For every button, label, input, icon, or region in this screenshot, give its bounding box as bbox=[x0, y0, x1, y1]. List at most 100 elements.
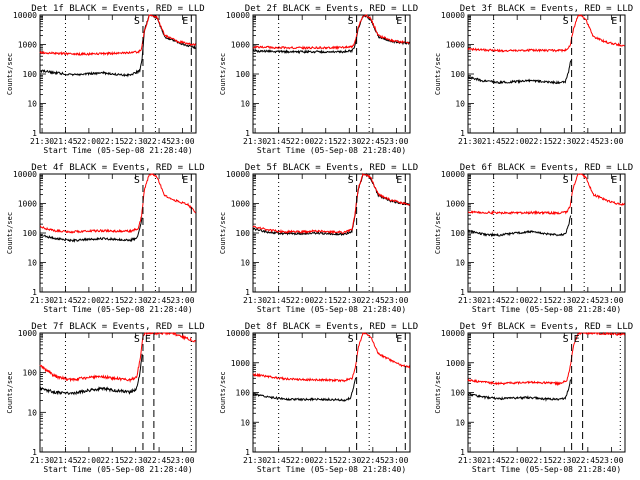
x-tick-label: 22:00 bbox=[77, 137, 101, 146]
x-tick-label: 22:30 bbox=[552, 456, 576, 465]
series-events-line bbox=[39, 14, 196, 78]
time-marker-label: S bbox=[348, 16, 354, 27]
x-tick-label: 23:00 bbox=[384, 456, 408, 465]
x-tick-label: 21:30 bbox=[30, 296, 54, 305]
time-marker-label: E bbox=[396, 334, 402, 345]
x-tick-label: 23:00 bbox=[170, 296, 194, 305]
time-marker-label: S bbox=[563, 334, 569, 345]
x-tick-label: 22:45 bbox=[147, 137, 171, 146]
x-axis-label: Start Time (05-Sep-08 21:28:40) bbox=[43, 305, 192, 314]
panel-det-6: Det 6f BLACK = Events, RED = LLD Counts/s… bbox=[434, 163, 633, 314]
series-events-line bbox=[252, 172, 411, 236]
panel-title: Det 3f BLACK = Events, RED = LLD bbox=[460, 4, 633, 14]
panel-det-3: Det 3f BLACK = Events, RED = LLD Counts/s… bbox=[434, 4, 633, 146]
x-tick-label: 22:00 bbox=[505, 296, 529, 305]
y-tick-label: 1000 bbox=[231, 359, 250, 368]
y-tick-label: 1000 bbox=[231, 41, 250, 50]
y-tick-label: 10 bbox=[240, 259, 250, 268]
x-tick-label: 21:45 bbox=[482, 456, 506, 465]
y-tick-label: 10 bbox=[240, 100, 250, 109]
series-lld-line bbox=[468, 173, 626, 216]
y-tick-label: 10 bbox=[455, 100, 465, 109]
plot-frame bbox=[467, 332, 626, 453]
series-events-line bbox=[39, 353, 143, 396]
series-lld-line bbox=[39, 332, 197, 383]
x-axis-label: Start Time (05-Sep-08 21:28:40) bbox=[257, 305, 406, 314]
x-tick-label: 22:15 bbox=[100, 137, 124, 146]
x-tick-label: 23:00 bbox=[599, 137, 623, 146]
x-tick-label: 22:45 bbox=[147, 296, 171, 305]
x-tick-label: 22:30 bbox=[552, 137, 576, 146]
plot-frame bbox=[252, 173, 411, 293]
y-tick-label: 10000 bbox=[441, 170, 465, 179]
panel-title: Det 1f BLACK = Events, RED = LLD bbox=[31, 4, 204, 14]
x-axis-label: Start Time (05-Sep-08 21:28:40) bbox=[472, 305, 621, 314]
y-tick-label: 1000 bbox=[231, 200, 250, 209]
series-events-line bbox=[252, 377, 357, 402]
y-axis-label: Counts/sec bbox=[219, 53, 227, 95]
x-tick-label: 23:00 bbox=[384, 296, 408, 305]
series-lld-line bbox=[39, 14, 197, 57]
x-tick-label: 22:00 bbox=[505, 137, 529, 146]
plot-frame bbox=[252, 332, 411, 453]
panel-det-4: Det 4f BLACK = Events, RED = LLD Counts/s… bbox=[6, 163, 205, 314]
x-tick-label: 23:00 bbox=[599, 456, 623, 465]
panel-title: Det 8f BLACK = Events, RED = LLD bbox=[245, 322, 418, 332]
x-tick-label: 22:30 bbox=[124, 137, 148, 146]
x-tick-label: 22:30 bbox=[337, 296, 361, 305]
x-tick-label: 21:30 bbox=[458, 137, 482, 146]
x-tick-label: 21:30 bbox=[30, 137, 54, 146]
y-tick-label: 100 bbox=[236, 70, 251, 79]
x-axis-label: Start Time (05-Sep-08 21:28:40) bbox=[472, 465, 621, 474]
x-tick-label: 21:30 bbox=[458, 296, 482, 305]
panel-title: Det 5f BLACK = Events, RED = LLD bbox=[245, 163, 418, 173]
x-tick-label: 21:30 bbox=[243, 137, 267, 146]
x-axis-label: Start Time (05-Sep-08 21:28:40) bbox=[257, 146, 406, 155]
x-tick-label: 21:30 bbox=[243, 296, 267, 305]
series-lld-line bbox=[467, 331, 626, 387]
time-marker-label: E bbox=[182, 16, 188, 27]
y-tick-label: 10000 bbox=[226, 11, 250, 20]
time-marker-label: S bbox=[134, 16, 140, 27]
plot-frame bbox=[252, 14, 411, 134]
y-axis-label: Counts/sec bbox=[434, 53, 442, 95]
y-tick-label: 1000 bbox=[446, 41, 465, 50]
time-marker-label: E bbox=[145, 334, 151, 345]
y-tick-label: 10000 bbox=[13, 11, 37, 20]
x-tick-label: 22:15 bbox=[314, 137, 338, 146]
y-axis-label: Counts/sec bbox=[219, 212, 227, 254]
x-tick-label: 22:00 bbox=[77, 296, 101, 305]
y-tick-label: 1000 bbox=[18, 41, 37, 50]
y-axis-label: Counts/sec bbox=[6, 212, 14, 254]
plot-frame bbox=[467, 14, 626, 134]
x-tick-label: 22:15 bbox=[100, 456, 124, 465]
x-tick-label: 22:45 bbox=[576, 296, 600, 305]
y-tick-label: 10000 bbox=[226, 329, 250, 338]
x-tick-label: 22:15 bbox=[314, 296, 338, 305]
x-tick-label: 22:45 bbox=[361, 137, 385, 146]
x-tick-label: 21:45 bbox=[267, 137, 291, 146]
x-tick-label: 21:30 bbox=[243, 456, 267, 465]
panel-det-5: Det 5f BLACK = Events, RED = LLD Counts/s… bbox=[219, 163, 418, 314]
y-tick-label: 100 bbox=[23, 369, 38, 378]
x-tick-label: 22:15 bbox=[529, 137, 553, 146]
y-tick-label: 1000 bbox=[18, 329, 37, 338]
x-tick-label: 21:45 bbox=[53, 137, 77, 146]
x-tick-label: 21:45 bbox=[53, 456, 77, 465]
y-tick-label: 1000 bbox=[446, 200, 465, 209]
y-tick-label: 10 bbox=[27, 100, 37, 109]
y-tick-label: 10 bbox=[240, 418, 250, 427]
series-events-line bbox=[39, 217, 143, 243]
panel-det-8: Det 8f BLACK = Events, RED = LLD Counts/s… bbox=[219, 322, 418, 474]
x-tick-label: 22:15 bbox=[314, 456, 338, 465]
x-tick-label: 23:00 bbox=[170, 456, 194, 465]
series-lld-line bbox=[252, 332, 411, 383]
series-events-line bbox=[467, 215, 572, 238]
panel-title: Det 4f BLACK = Events, RED = LLD bbox=[31, 163, 204, 173]
panel-det-9: Det 9f BLACK = Events, RED = LLD Counts/s… bbox=[434, 322, 633, 474]
x-tick-label: 22:30 bbox=[337, 456, 361, 465]
time-marker-label: E bbox=[182, 175, 188, 186]
x-tick-label: 22:15 bbox=[529, 456, 553, 465]
y-tick-label: 10 bbox=[455, 418, 465, 427]
